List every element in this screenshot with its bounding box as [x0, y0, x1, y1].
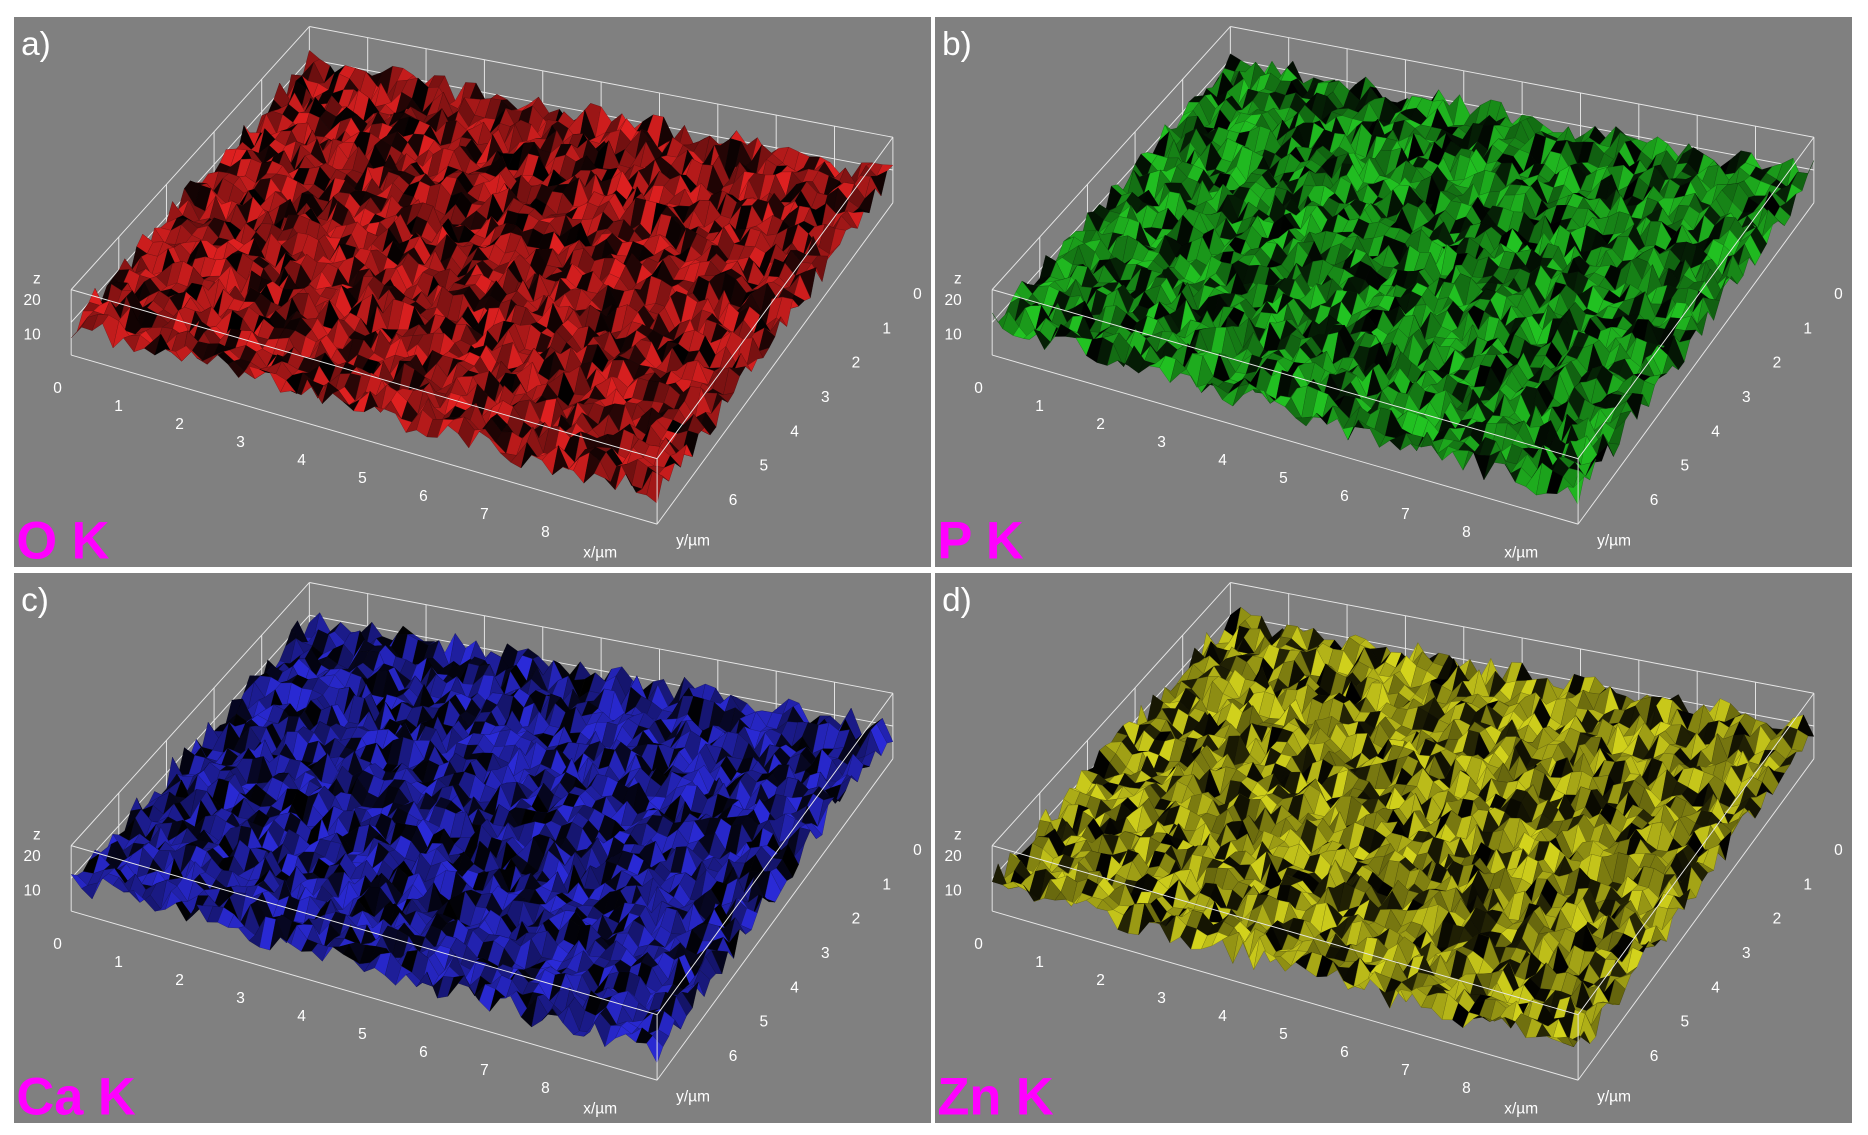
box-edge — [656, 202, 894, 525]
y-axis-label: y/µm — [676, 533, 710, 550]
z-tick-label: 10 — [945, 327, 962, 344]
x-tick-label: 3 — [236, 434, 245, 451]
y-tick-label: 5 — [760, 458, 769, 475]
x-tick-label: 1 — [114, 398, 123, 415]
x-tick-label: 4 — [1218, 452, 1227, 469]
box-edge — [1230, 58, 1814, 171]
box-edge — [1577, 136, 1815, 459]
box-edge — [991, 26, 1231, 290]
panel-label: b) — [942, 26, 972, 63]
y-tick-label: 1 — [882, 320, 891, 337]
map-panel: b) P K z 20 10 0 1 2 3 4 5 6 7 8 0 1 2 3 4 5 6 x/µm y/µm — [935, 17, 1852, 567]
y-tick-label: 5 — [1681, 458, 1690, 475]
surface-facet — [396, 625, 415, 635]
x-tick-label: 2 — [1096, 416, 1105, 433]
y-tick-label: 6 — [1650, 492, 1659, 509]
element-label: P K — [937, 513, 1024, 567]
x-tick-label: 7 — [480, 506, 489, 523]
x-tick-label: 8 — [541, 524, 550, 541]
box-edge — [70, 582, 310, 846]
x-axis-label: x/µm — [583, 544, 617, 561]
x-tick-label: 1 — [1035, 398, 1044, 415]
y-tick-label: 2 — [1773, 355, 1782, 372]
z-tick-label: 20 — [24, 292, 41, 309]
y-tick-label: 2 — [852, 355, 861, 372]
box-edge — [71, 354, 658, 525]
y-tick-label: 3 — [1742, 389, 1751, 406]
x-tick-label: 5 — [358, 470, 367, 487]
y-axis-label: y/µm — [1597, 533, 1631, 550]
surface-facet — [1567, 476, 1585, 506]
x-tick-label: 3 — [1157, 434, 1166, 451]
panel-label: a) — [21, 26, 51, 63]
y-tick-label: 6 — [729, 492, 738, 509]
y-tick-label: 3 — [821, 389, 830, 406]
box-edge — [70, 26, 310, 290]
element-label: O K — [16, 513, 109, 567]
box-edge — [1577, 202, 1815, 525]
y-tick-label: 1 — [1803, 320, 1812, 337]
y-tick-label: 4 — [790, 423, 799, 440]
box-edge — [992, 289, 1579, 460]
y-tick-label: 0 — [1834, 286, 1843, 303]
x-tick-label: 0 — [53, 380, 62, 397]
x-tick-label: 0 — [974, 380, 983, 397]
y-tick-label: 4 — [1711, 423, 1720, 440]
z-label: z — [954, 271, 962, 288]
x-tick-label: 7 — [1401, 506, 1410, 523]
x-tick-label: 6 — [419, 488, 428, 505]
box-edge — [992, 354, 1579, 525]
x-tick-label: 6 — [1340, 488, 1349, 505]
x-axis-label: x/µm — [1504, 544, 1538, 561]
x-tick-label: 8 — [1462, 524, 1471, 541]
z-tick-label: 20 — [945, 292, 962, 309]
x-tick-label: 4 — [297, 452, 306, 469]
x-tick-label: 2 — [175, 416, 184, 433]
z-label: z — [33, 271, 41, 288]
box-edge — [71, 289, 658, 460]
y-tick-label: 0 — [913, 286, 922, 303]
box-edge — [70, 614, 310, 879]
box-edge — [656, 136, 894, 459]
map-panel: a) O K z 20 10 0 1 2 3 4 5 6 7 8 0 1 2 3 4 5 6 x/µm y/µm — [14, 17, 931, 567]
surface-facet — [646, 470, 664, 504]
x-tick-label: 5 — [1279, 470, 1288, 487]
z-tick-label: 10 — [24, 327, 41, 344]
